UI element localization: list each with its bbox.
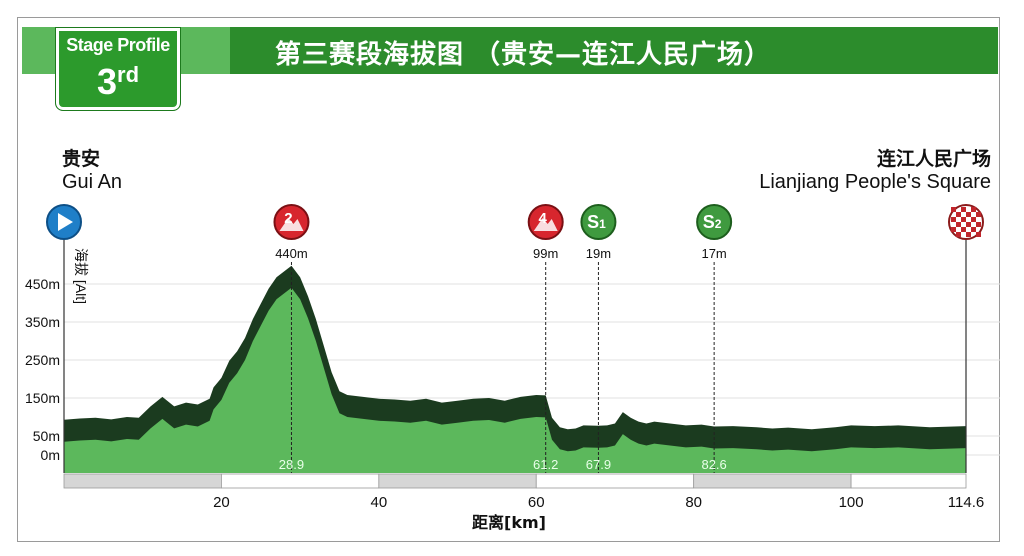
finish-check-cell — [966, 212, 971, 217]
profile-area — [64, 287, 966, 473]
badge-number-value: 3 — [96, 61, 118, 102]
sprint-icon-S2 — [696, 204, 733, 240]
distance-bar-segment-2 — [378, 473, 537, 489]
kom-mountain-glyph — [533, 218, 558, 231]
kom-category-2: 2 — [284, 210, 292, 227]
marker-altitude-2: 99m — [533, 246, 558, 261]
badge-number: 3rd — [56, 56, 180, 101]
y-tick-label-2: 250m — [25, 352, 60, 368]
marker-km-2: 61.2 — [533, 457, 558, 472]
finish-name-en: Lianjiang People's Square — [759, 171, 991, 193]
x-tick-label-5: 114.6 — [948, 494, 984, 511]
finish-check-cell — [956, 212, 961, 217]
distance-bar-segment-3 — [535, 473, 695, 489]
finish-check-cell — [971, 217, 976, 222]
y-tick-label-0: 450m — [25, 276, 60, 292]
kom-mountain-glyph — [279, 218, 304, 231]
finish-check-cell — [961, 227, 966, 232]
kom-category-4: 4 — [539, 210, 548, 227]
sprint-icon-S1 — [580, 204, 617, 240]
marker-km-4: 82.6 — [701, 457, 726, 472]
finish-check-cell — [956, 232, 961, 237]
x-tick-label-1: 40 — [370, 494, 387, 511]
x-tick-label-0: 20 — [213, 494, 230, 511]
marker-km-3: 67.9 — [586, 457, 611, 472]
distance-bar-segment-5 — [850, 473, 967, 489]
badge-number-suffix: rd — [117, 62, 140, 87]
y-tick-label-3: 150m — [25, 390, 60, 406]
finish-check-cell — [966, 232, 971, 237]
distance-bar-segment-1 — [221, 473, 380, 489]
stage-title: 第三赛段海拔图 （贵安—连江人民广场） — [275, 40, 772, 70]
x-tick-label-4: 100 — [839, 494, 864, 511]
finish-name-cn: 连江人民广场 — [876, 148, 991, 170]
distance-bar-segment-4 — [693, 473, 852, 489]
stage-badge: Stage Profile 3rd — [55, 27, 181, 111]
start-name-en: Gui An — [62, 171, 123, 193]
finish-check-cell — [971, 227, 976, 232]
marker-altitude-4: 17m — [701, 246, 726, 261]
finish-check-cell — [976, 222, 981, 227]
y-tick-label-5: 0m — [41, 447, 60, 463]
marker-altitude-3: 19m — [586, 246, 611, 261]
finish-check-cell — [976, 212, 981, 217]
x-axis-title: 距离[km] — [472, 513, 546, 532]
sprint-category-S2: S2 — [703, 212, 722, 232]
finish-check-cell — [976, 232, 981, 237]
marker-km-1: 28.9 — [279, 457, 304, 472]
finish-check-cell — [971, 207, 976, 212]
y-tick-label-1: 350m — [25, 314, 60, 330]
start-arrow — [58, 213, 73, 231]
finish-check-cell — [966, 222, 971, 227]
y-axis-title: 海拔 [Alt] — [73, 248, 89, 304]
finish-check-cell — [961, 207, 966, 212]
sprint-category-S1: S1 — [587, 212, 606, 232]
start-name-cn: 贵安 — [62, 148, 101, 170]
distance-bar-segment-0 — [63, 473, 222, 489]
y-tick-label-4: 50m — [33, 428, 60, 444]
title-bar-dark — [230, 27, 998, 74]
finish-check-cell — [956, 222, 961, 227]
finish-check-cell — [961, 217, 966, 222]
x-tick-label-2: 60 — [528, 494, 545, 511]
finish-check-cell — [951, 207, 956, 212]
badge-label: Stage Profile — [66, 35, 170, 55]
x-tick-label-3: 80 — [685, 494, 702, 511]
finish-check-cell — [951, 227, 956, 232]
finish-check-cell — [951, 217, 956, 222]
marker-altitude-1: 440m — [275, 246, 308, 261]
